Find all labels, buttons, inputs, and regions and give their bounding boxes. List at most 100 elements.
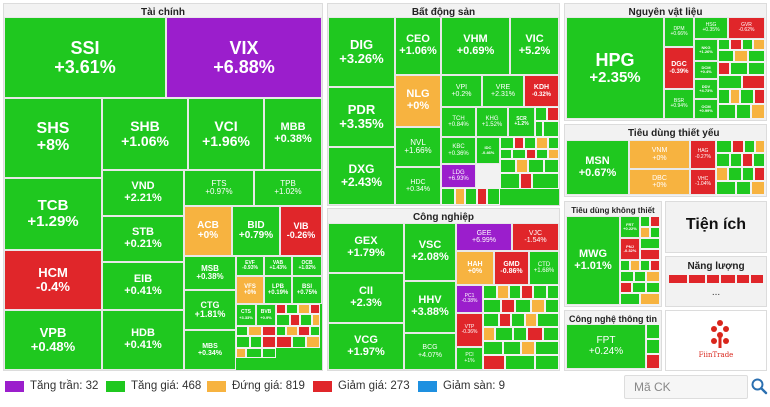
ticker: DGC (671, 61, 687, 69)
search-icon[interactable] (750, 377, 768, 395)
stock-tile-vre[interactable]: VRE +2.31% (482, 75, 524, 107)
stock-tile-vfs[interactable]: VFS +0% (236, 276, 264, 304)
stock-tile-lpb[interactable]: LPB +0.19% (264, 276, 292, 304)
stock-tile-bcg[interactable]: BCG +4.07% (404, 333, 456, 370)
stock-tile-nkg[interactable]: NKG +1.26% (694, 39, 718, 61)
stock-tile-cii[interactable]: CII +2.3% (328, 273, 404, 323)
stock-tile-dpm[interactable]: DPM +0.66% (664, 17, 694, 47)
stock-tile-dgc[interactable]: DGC -0.39% (664, 47, 694, 89)
stock-tile-bid[interactable]: BID +0.79% (232, 206, 280, 256)
stock-tile-mbb[interactable]: MBB +0.38% (264, 98, 322, 170)
stock-tile-vci[interactable]: VCI +1.96% (188, 98, 264, 170)
stock-tile-idc[interactable]: IDC -0.46% (476, 137, 500, 164)
change: +3.88% (411, 306, 449, 318)
sector-title: Năng lượng (687, 261, 745, 272)
ticker: BID (247, 219, 265, 231)
stock-tile-dxg[interactable]: DXG +2.43% (328, 147, 395, 205)
stock-tile-tch[interactable]: TCH +0.84% (441, 107, 476, 137)
stock-tile-khg[interactable]: KHG +1.52% (476, 107, 508, 137)
stock-tile-vab[interactable]: VAB +1.43% (264, 256, 292, 276)
change: +4.73% (699, 88, 713, 93)
stock-tile-kbc[interactable]: KBC +0.36% (441, 137, 476, 164)
stock-tile-msb[interactable]: MSB +0.38% (184, 256, 236, 290)
stock-tile-ceo[interactable]: CEO +1.06% (395, 17, 441, 75)
stock-tile-pdr[interactable]: PDR +3.35% (328, 87, 395, 147)
change: +0.4% (700, 69, 712, 74)
stock-tile-shs[interactable]: SHS +8% (4, 98, 102, 178)
ticker: MBB (280, 121, 306, 134)
stock-tile-dcm[interactable]: DCM +0.4% (694, 61, 718, 79)
stock-tile-gvr[interactable]: GVR -0.62% (728, 17, 765, 39)
stock-tile-vnd[interactable]: VND +2.21% (102, 170, 184, 216)
stock-tile-vhm[interactable]: VHM +0.69% (441, 17, 510, 75)
stock-tile-dbc[interactable]: DBC +0% (629, 169, 690, 195)
stock-tile-vnm[interactable]: VNM +0% (629, 140, 690, 169)
stock-tile-bsi[interactable]: BSI +0.75% (292, 276, 322, 304)
stock-tile-vib[interactable]: VIB -0.26% (280, 206, 322, 256)
stock-tile-stb[interactable]: STB +0.21% (102, 216, 184, 262)
stock-tile-vjc[interactable]: VJC -1.54% (512, 223, 559, 251)
stock-tile-msn[interactable]: MSN +0.67% (566, 140, 629, 195)
stock-tile-ldg[interactable]: LDG +6.93% (441, 164, 476, 188)
stock-tile-hag[interactable]: HAG -0.27% (690, 140, 716, 169)
stock-tile-scr[interactable]: SCR +1.2% (508, 107, 535, 137)
stock-tile-hpg[interactable]: HPG +2.35% (566, 17, 664, 119)
small-stock-tiles (716, 140, 765, 195)
ticker: SHS (36, 120, 70, 138)
stock-tile-gex[interactable]: GEX +1.79% (328, 223, 404, 273)
stock-tile-ocm[interactable]: OCM +0.99% (694, 99, 718, 119)
stock-tile-mwg[interactable]: MWG +1.01% (566, 216, 620, 305)
stock-tile-dig[interactable]: DIG +3.26% (328, 17, 395, 87)
stock-tile-bsr[interactable]: BSR +0.94% (664, 89, 694, 119)
stock-search-input[interactable]: Mã CK (624, 375, 748, 399)
stock-tile-vpb[interactable]: VPB +0.48% (4, 310, 102, 370)
stock-tile-hdc[interactable]: HDC +0.34% (395, 167, 441, 205)
stock-tile-nlg[interactable]: NLG +0% (395, 75, 441, 127)
stock-tile-vsc[interactable]: VSC +2.08% (404, 223, 456, 281)
stock-tile-vix[interactable]: VIX +6.88% (166, 17, 322, 98)
stock-tile-hah[interactable]: HAH +0% (456, 251, 494, 285)
stock-tile-hdb[interactable]: HDB +0.41% (102, 310, 184, 370)
stock-tile-hcm[interactable]: HCM -0.4% (4, 250, 102, 310)
stock-tile-fts[interactable]: FTS +0.97% (184, 170, 254, 206)
stock-tile-hhv[interactable]: HHV +3.88% (404, 281, 456, 333)
change: +3.33% (239, 314, 253, 320)
stock-tile-pnj[interactable]: PNJ -0.32% (620, 238, 640, 260)
sector-utilities: Tiện ích (665, 201, 767, 253)
stock-tile-hsg[interactable]: HSG +0.35% (694, 17, 728, 39)
stock-tile-gee[interactable]: GEE +6.99% (456, 223, 512, 251)
stock-tile-cts[interactable]: CTS +3.33% (236, 304, 256, 326)
stock-tile-ctd[interactable]: CTD +1.68% (529, 251, 559, 285)
stock-tile-vtp[interactable]: VTP -0.36% (456, 313, 483, 347)
sector-title: Tài chính (141, 7, 185, 18)
stock-tile-bvb[interactable]: BVB +0.9% (256, 304, 276, 326)
stock-tile-evf[interactable]: EVF -0.93% (236, 256, 264, 276)
stock-tile-tcb[interactable]: TCB +1.29% (4, 178, 102, 250)
stock-tile-shb[interactable]: SHB +1.06% (102, 98, 188, 170)
stock-tile-gmd[interactable]: GMD -0.86% (494, 251, 529, 285)
ticker: TCH (452, 115, 465, 122)
change: +1.06% (121, 133, 169, 149)
stock-tile-ctg[interactable]: CTG +1.81% (184, 290, 236, 330)
sector-energy: Năng lượng ... (665, 256, 767, 307)
stock-tile-nvl[interactable]: NVL +1.66% (395, 127, 441, 167)
stock-tile-kdh[interactable]: KDH -0.32% (524, 75, 559, 107)
stock-tile-vcg[interactable]: VCG +1.97% (328, 323, 404, 370)
stock-tile-eib[interactable]: EIB +0.41% (102, 262, 184, 310)
stock-tile-vic[interactable]: VIC +5.2% (510, 17, 559, 75)
stock-tile-frt[interactable]: FRT +0.22% (620, 216, 640, 238)
change: -0.39% (669, 68, 689, 75)
stock-tile-pci[interactable]: PCI +1% (456, 347, 483, 370)
change: +0% (243, 290, 257, 296)
stock-tile-tpb[interactable]: TPB +1.02% (254, 170, 322, 206)
stock-tile-ddv[interactable]: DDV +4.73% (694, 79, 718, 99)
stock-tile-vhc[interactable]: VHC -1.04% (690, 169, 716, 195)
stock-tile-acb[interactable]: ACB +0% (184, 206, 232, 256)
stock-tile-ssi[interactable]: SSI +3.61% (4, 17, 166, 98)
stock-tile-fpt[interactable]: FPT +0.24% (566, 324, 646, 369)
stock-tile-vpi[interactable]: VPI +0.2% (441, 75, 482, 107)
stock-tile-ocb[interactable]: OCB +1.02% (292, 256, 322, 276)
ticker: CTD (537, 261, 551, 268)
stock-tile-mbs[interactable]: MBS +0.34% (184, 330, 236, 370)
stock-tile-pc1[interactable]: PC1 -0.38% (456, 285, 483, 313)
